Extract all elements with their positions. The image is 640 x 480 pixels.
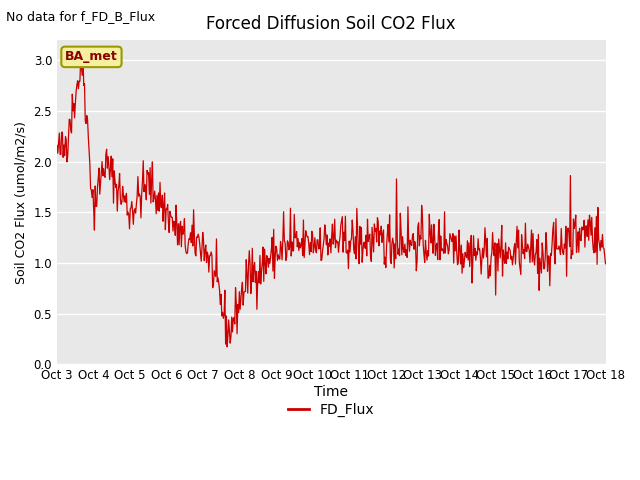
Text: No data for f_FD_B_Flux: No data for f_FD_B_Flux <box>6 10 156 23</box>
Title: Forced Diffusion Soil CO2 Flux: Forced Diffusion Soil CO2 Flux <box>207 15 456 33</box>
Text: BA_met: BA_met <box>65 50 118 63</box>
Y-axis label: Soil CO2 Flux (umol/m2/s): Soil CO2 Flux (umol/m2/s) <box>15 121 28 284</box>
X-axis label: Time: Time <box>314 385 348 399</box>
Legend: FD_Flux: FD_Flux <box>282 397 380 422</box>
